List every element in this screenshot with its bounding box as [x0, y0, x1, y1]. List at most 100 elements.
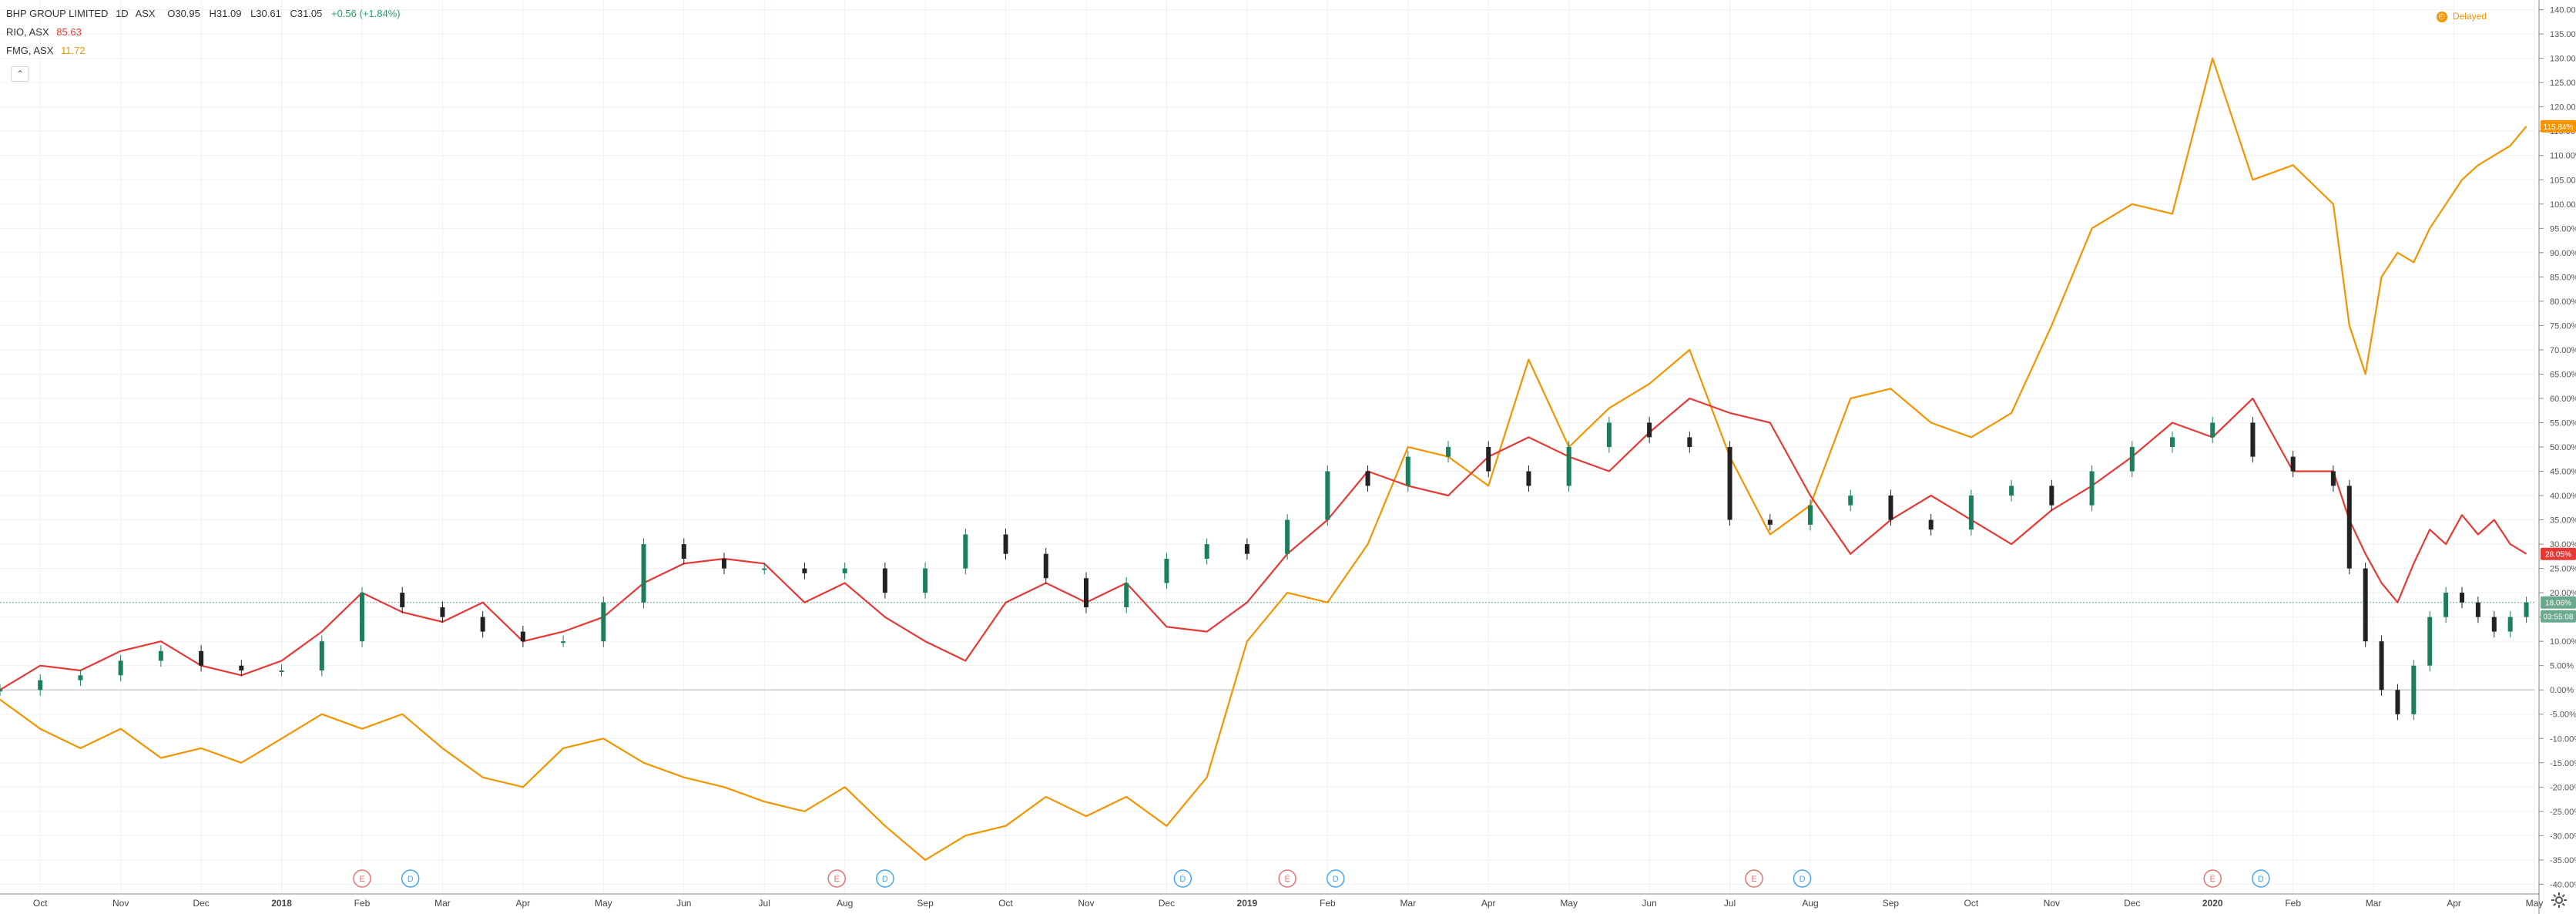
event-marker-label: E: [834, 875, 840, 884]
dividend-marker[interactable]: [876, 869, 894, 888]
bhp-countdown-tag-bg: [2541, 610, 2576, 623]
rio-price-tag-bg: [2541, 547, 2576, 560]
x-tick-label: Mar: [1400, 898, 1416, 909]
x-tick-label: Nov: [112, 898, 129, 909]
x-tick-label: Apr: [1481, 898, 1496, 909]
bhp-candle-body: [2170, 437, 2175, 447]
bhp-candle-body: [842, 568, 847, 573]
y-tick-label: 70.00%: [2550, 346, 2576, 355]
gear-icon[interactable]: [2550, 891, 2568, 909]
x-tick-label: Jun: [676, 898, 691, 909]
bhp-candle-body: [2009, 486, 2014, 496]
x-tick-label: Apr: [2447, 898, 2461, 909]
y-tick-label: 85.00%: [2550, 273, 2576, 282]
bhp-candle-body: [1928, 519, 1934, 530]
bhp-candle-body: [2330, 471, 2336, 486]
y-tick-label: 10.00%: [2550, 637, 2576, 647]
compare-value: 85.63: [56, 26, 82, 38]
y-tick-label: -15.00%: [2550, 759, 2576, 768]
bhp-price-tag: 18.06%: [2545, 600, 2571, 608]
bhp-candle-body: [2507, 617, 2513, 632]
legend-main-row[interactable]: BHP GROUP LIMITED 1D ASX O30.95 H31.09 L…: [6, 5, 401, 23]
event-marker-label: E: [1284, 875, 1290, 884]
bhp-candle-body: [400, 593, 405, 608]
x-tick-label: Nov: [2044, 898, 2060, 909]
event-marker-label: D: [1800, 875, 1806, 884]
compare-label: FMG, ASX: [6, 45, 54, 56]
y-tick-label: -20.00%: [2550, 783, 2576, 792]
event-marker-label: D: [408, 875, 414, 884]
bhp-candle-body: [1486, 447, 1491, 472]
y-tick-label: 130.00%: [2550, 55, 2576, 64]
bhp-candle-body: [1727, 447, 1732, 520]
y-tick-label: -10.00%: [2550, 734, 2576, 744]
bhp-candle-body: [0, 690, 2, 692]
event-marker-label: E: [1751, 875, 1756, 884]
y-tick-label: -5.00%: [2550, 711, 2576, 720]
event-marker-label: D: [882, 875, 888, 884]
x-tick-label: Dec: [1159, 898, 1175, 909]
data-status[interactable]: ◴ Delayed: [2436, 11, 2487, 22]
x-tick-label: Aug: [837, 898, 853, 909]
bhp-candle-body: [802, 568, 807, 573]
bhp-candle-body: [963, 534, 968, 569]
earnings-marker[interactable]: [827, 869, 846, 888]
y-tick-label: 30.00%: [2550, 540, 2576, 549]
y-tick-label: 120.00%: [2550, 103, 2576, 113]
y-tick-label: 90.00%: [2550, 249, 2576, 258]
rio-price-tag: 28.05%: [2545, 551, 2571, 559]
earnings-marker[interactable]: [2203, 869, 2222, 888]
bhp-candle-body: [1043, 553, 1048, 579]
earnings-marker[interactable]: [1278, 869, 1296, 888]
bhp-candle-body: [2346, 486, 2352, 569]
bhp-candle-body: [1968, 496, 1974, 530]
x-tick-label: Feb: [1320, 898, 1336, 909]
x-tick-label: 2020: [2202, 898, 2223, 909]
x-tick-label: Jul: [1724, 898, 1736, 909]
x-tick-label: May: [2526, 898, 2544, 909]
bhp-candle-body: [1164, 559, 1169, 583]
y-tick-label: 45.00%: [2550, 468, 2576, 477]
x-tick-label: May: [1560, 898, 1578, 909]
bhp-candle-body: [2049, 486, 2054, 506]
bhp-candle-body: [1244, 544, 1249, 554]
bhp-candle-body: [1124, 583, 1129, 608]
bhp-candle-body: [38, 680, 43, 691]
bhp-candle-body: [1767, 519, 1773, 525]
x-tick-label: Oct: [33, 898, 48, 909]
symbol-name: BHP GROUP LIMITED: [6, 8, 109, 19]
chevron-up-icon: ⌃: [15, 69, 25, 79]
dividend-marker[interactable]: [401, 869, 420, 888]
earnings-marker[interactable]: [1745, 869, 1763, 888]
x-tick-label: Feb: [2285, 898, 2301, 909]
x-tick-label: 2018: [271, 898, 292, 909]
x-tick-label: Sep: [917, 898, 934, 909]
legend-compare-fmg[interactable]: FMG, ASX 11.72: [6, 42, 401, 60]
x-tick-label: Jul: [759, 898, 770, 909]
dividend-marker[interactable]: [2252, 869, 2270, 888]
legend-compare-rio[interactable]: RIO, ASX 85.63: [6, 23, 401, 42]
earnings-marker[interactable]: [353, 869, 371, 888]
dividend-marker[interactable]: [1327, 869, 1345, 888]
event-marker-label: E: [359, 875, 364, 884]
bhp-candle-body: [1888, 496, 1893, 520]
bhp-candle-body: [2475, 602, 2480, 617]
y-tick-label: 80.00%: [2550, 297, 2576, 307]
y-tick-label: 125.00%: [2550, 79, 2576, 88]
bhp-candle-body: [118, 660, 123, 676]
x-tick-label: Nov: [1078, 898, 1094, 909]
bhp-candle-body: [520, 631, 525, 642]
bhp-candle-body: [882, 568, 887, 593]
collapse-legend-button[interactable]: ⌃: [11, 66, 29, 82]
bhp-candle-body: [2395, 690, 2400, 714]
dividend-marker[interactable]: [1173, 869, 1192, 888]
bhp-candle-body: [239, 665, 244, 670]
dividend-marker[interactable]: [1793, 869, 1812, 888]
bhp-candle-body: [1285, 519, 1290, 554]
bhp-candle-body: [1204, 544, 1209, 559]
bhp-candle-body: [158, 650, 163, 661]
fmg-series-line: [0, 57, 2527, 861]
x-tick-label: Dec: [193, 898, 209, 909]
x-tick-label: Mar: [2366, 898, 2382, 909]
